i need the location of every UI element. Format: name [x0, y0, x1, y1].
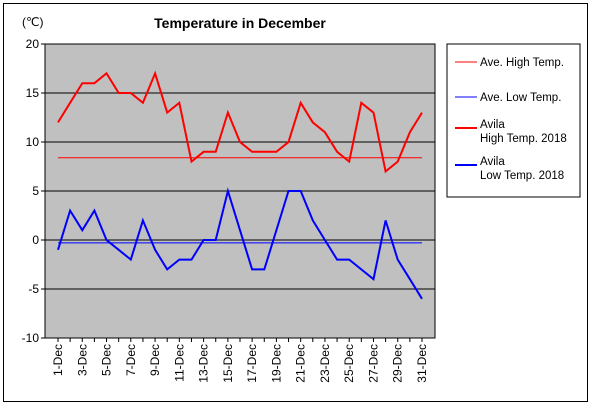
legend: Ave. High Temp. Ave. Low Temp. Avila High T… [455, 57, 567, 182]
legend-label: Low Temp. 2018 [480, 170, 564, 182]
y-tick-label: 10 [26, 135, 40, 149]
chart-frame: (℃) Temperature in December -10 -5 0 5 10 15 2… [3, 3, 588, 402]
series-lines [57, 70, 423, 300]
x-tick-label: 27-Dec [366, 344, 380, 383]
x-tick-label: 29-Dec [391, 344, 405, 383]
x-tick-label: 25-Dec [342, 344, 356, 383]
chart-title: Temperature in December [154, 15, 326, 31]
y-tick-label: 0 [32, 233, 39, 247]
x-tick-label: 31-Dec [415, 344, 429, 383]
x-tick-label: 5-Dec [100, 344, 114, 376]
series-line-3 [57, 187, 423, 300]
temperature-chart: (℃) Temperature in December -10 -5 0 5 10 15 2… [22, 15, 581, 383]
legend-label: High Temp. 2018 [480, 133, 567, 145]
y-tick-label: 20 [26, 37, 40, 51]
gridlines [45, 92, 435, 290]
x-tick-label: 9-Dec [148, 344, 162, 376]
x-tick-label: 7-Dec [124, 344, 138, 376]
x-tick-label: 21-Dec [294, 344, 308, 383]
legend-label: Ave. High Temp. [480, 57, 564, 69]
x-axis-ticks: 1-Dec 3-Dec 5-Dec 7-Dec 9-Dec 11-Dec 13-Dec 15-… [51, 338, 429, 383]
x-tick-label: 13-Dec [197, 344, 211, 383]
y-tick-label: -10 [22, 331, 40, 345]
legend-label: Ave. Low Temp. [480, 92, 561, 104]
legend-box [446, 43, 581, 198]
y-axis-unit-label: (℃) [22, 15, 43, 29]
y-tick-label: 15 [26, 86, 40, 100]
series-line-2 [57, 70, 423, 174]
y-tick-label: -5 [28, 282, 39, 296]
x-tick-label: 23-Dec [318, 344, 332, 383]
y-tick-label: 5 [32, 184, 39, 198]
legend-label: Avila [480, 156, 505, 168]
legend-label: Avila [480, 119, 505, 131]
y-axis-ticks: -10 -5 0 5 10 15 20 [22, 37, 45, 345]
x-tick-label: 11-Dec [172, 344, 186, 382]
x-tick-label: 15-Dec [221, 344, 235, 383]
x-tick-label: 3-Dec [75, 344, 89, 376]
x-tick-label: 17-Dec [245, 344, 259, 383]
x-tick-label: 19-Dec [269, 344, 283, 383]
x-tick-label: 1-Dec [51, 344, 65, 376]
